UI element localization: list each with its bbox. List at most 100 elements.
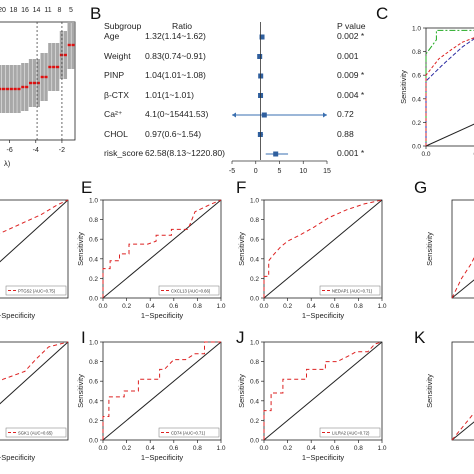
y-tick-label: 0.2 [89, 276, 98, 283]
y-axis-label: Sensitivity [425, 232, 434, 266]
x-tick-label: 0.0 [421, 151, 430, 158]
panel-d-roc-partial: −Specificity PTGS2 (AUC=0.75) [0, 178, 76, 326]
x-axis-label: 1−Specificity [141, 453, 184, 462]
roc-curve [425, 29, 474, 146]
forest-row-ratio: 62.58(8.13~1220.80) [145, 148, 226, 158]
panel-h-roc-partial: −Specificity SGK1 (AUC=0.65) [0, 326, 76, 474]
panel-c-roc: C 0.00.20.40.60.81.00.00.2Sensitivity [374, 0, 474, 178]
legend-box [158, 427, 220, 438]
x-tick-label: 0.2 [122, 303, 131, 310]
y-tick-label: 0.8 [89, 359, 98, 366]
x-tick-label: 0.6 [330, 445, 339, 452]
legend-box [5, 427, 67, 438]
y-tick-label: 1.0 [89, 198, 98, 205]
y-tick-label: 0.6 [89, 379, 98, 386]
y-tick-label: 0.0 [250, 438, 259, 445]
top-tick-label: 11 [44, 7, 51, 14]
forest-row-p: 0.001 * [337, 148, 365, 158]
panel-j-roc: J 0.0 0.2 0.4 0.6 0.8 1.0 0.0 0.2 0.4 0.6 0.8 1.0 Se… [234, 326, 392, 474]
roc-curve [0, 341, 69, 382]
forest-row-name: Weight [104, 50, 131, 61]
x-tick-label: 0.0 [98, 303, 107, 310]
forest-row-name: Ca²⁺ [104, 109, 123, 119]
x-axis-label: −Specificity [0, 311, 35, 320]
forest-row-p: 0.009 * [337, 70, 365, 80]
forest-row-ratio: 4.1(0~15441.53) [145, 109, 209, 119]
panel-letter-j: J [236, 328, 245, 347]
y-axis-label: Sensitivity [77, 232, 85, 266]
x-tick-label: 10 [299, 168, 307, 175]
y-tick-label: 0.6 [250, 237, 259, 244]
x-tick-label: 0.4 [146, 445, 155, 452]
panel-letter-k: K [414, 328, 426, 347]
roc-curve [451, 256, 474, 299]
legend-text: NEDAP1 (AUC=0.71) [332, 289, 373, 294]
x-tick-label: -4 [33, 147, 39, 154]
y-axis-label: Sensitivity [237, 374, 246, 408]
plot-frame [425, 27, 474, 147]
diagonal-reference-line [102, 341, 222, 441]
top-tick-label: 8 [58, 7, 62, 14]
plot-frame [451, 199, 474, 299]
y-tick-label: 0.4 [89, 398, 98, 405]
forest-row-ratio: 0.97(0.6~1.54) [145, 128, 202, 139]
y-tick-label: 0.0 [250, 296, 259, 303]
x-tick-label: 0.4 [307, 303, 316, 310]
plot-frame [263, 341, 383, 441]
roc-chart-e: 0.0 0.2 0.4 0.6 0.8 1.0 0.0 0.2 0.4 0.6 0.8 1.0 Sens… [77, 198, 226, 321]
legend-text: CD74 (AUC=0.71) [171, 431, 206, 436]
x-tick-label: 0.0 [98, 445, 107, 452]
panel-b-forest: B Subgroup Ratio P value Age 1.32(1.14~1.… [82, 0, 372, 178]
x-tick-label: 0.2 [283, 303, 292, 310]
plot-frame [0, 341, 69, 441]
roc-curve [0, 199, 69, 234]
plot-frame [0, 21, 76, 141]
x-tick-label: 0.6 [330, 303, 339, 310]
y-tick-label: 0.2 [89, 418, 98, 425]
y-axis-label: Sensitivity [399, 70, 408, 104]
x-tick-label: 0.8 [354, 303, 363, 310]
x-axis-label: λ) [4, 159, 11, 168]
top-tick-label: 16 [21, 7, 29, 14]
legend-box [319, 427, 381, 438]
roc-chart-h: −Specificity SGK1 (AUC=0.65) [0, 341, 69, 462]
plot-frame [102, 199, 222, 299]
roc-chart-g: Sensitivity [425, 199, 474, 299]
roc-curve [263, 341, 383, 440]
panel-letter-e: E [81, 178, 93, 197]
x-tick-label: 0 [254, 168, 258, 175]
legend-text: CXCL13 (AUC=0.66) [171, 289, 211, 294]
x-tick-label: 0.2 [122, 445, 131, 452]
roc-curve [425, 37, 474, 146]
x-tick-label: 1.0 [377, 303, 386, 310]
diagonal-reference-line [451, 421, 474, 441]
legend-box [5, 285, 67, 296]
legend-box [319, 285, 381, 296]
x-tick-label: -5 [229, 168, 235, 175]
panel-letter-g: G [414, 178, 428, 197]
y-tick-label: 0.4 [250, 256, 259, 263]
forest-row-name: CHOL [104, 128, 128, 139]
x-tick-label: 1.0 [377, 445, 386, 452]
forest-row-name: Age [104, 31, 120, 41]
x-tick-label: 0.6 [169, 303, 178, 310]
x-tick-label: 0.8 [354, 445, 363, 452]
x-tick-label: 1.0 [216, 445, 225, 452]
ci-arrow-left [232, 112, 236, 118]
y-tick-label: 0.6 [412, 73, 421, 80]
y-axis-label: Sensitivity [77, 374, 85, 408]
y-axis-label: Sensitivity [425, 374, 434, 408]
ci-arrow-right [323, 112, 327, 118]
x-tick-label: 15 [323, 168, 331, 175]
estimate-marker [257, 54, 263, 59]
roc-curve [102, 199, 222, 298]
panel-letter-c: C [376, 4, 389, 23]
roc-curve [425, 38, 474, 146]
forest-header-subgroup: Subgroup [104, 21, 142, 31]
roc-chart-k: Sensitivity [425, 341, 474, 441]
diagonal-reference-line [0, 341, 69, 405]
top-tick-label: 14 [33, 7, 41, 14]
panel-letter-f: F [236, 178, 247, 197]
panel-letter-b: B [90, 4, 102, 23]
x-axis-label: 1−Specificity [302, 311, 345, 320]
